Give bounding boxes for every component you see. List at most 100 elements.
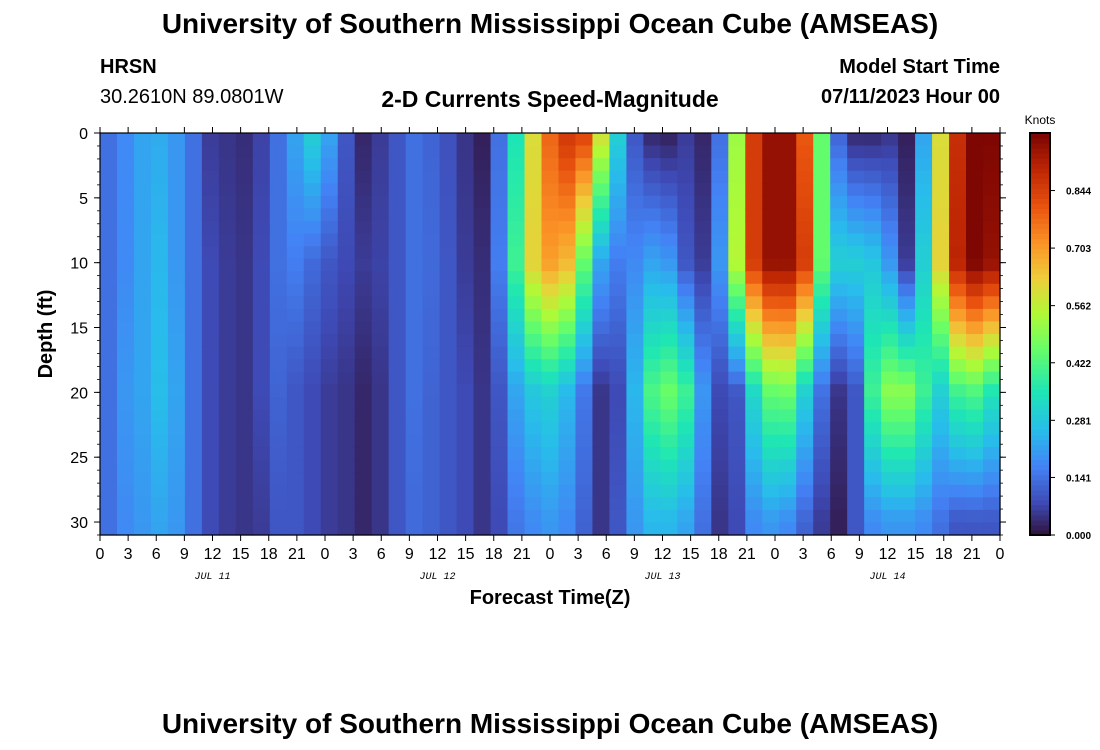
heatmap-cell <box>677 509 695 524</box>
heatmap-cell <box>388 308 407 323</box>
heatmap-cell <box>405 296 424 310</box>
colorbar-band <box>1030 374 1050 380</box>
heatmap-cell <box>558 472 577 486</box>
heatmap-cell <box>575 359 594 373</box>
heatmap-cell <box>337 384 356 398</box>
colorbar-band <box>1030 328 1050 335</box>
heatmap-cell <box>184 359 203 373</box>
heatmap-cell <box>269 233 288 247</box>
heatmap-cell <box>116 396 135 410</box>
heatmap-cell <box>303 459 322 473</box>
heatmap-cell <box>252 346 271 360</box>
heatmap-cell <box>439 472 458 486</box>
heatmap-cell <box>898 271 916 285</box>
heatmap-cell <box>150 208 169 222</box>
heatmap-cell <box>235 220 254 235</box>
heatmap-cell <box>745 522 763 536</box>
heatmap-cell <box>337 195 356 209</box>
heatmap-cell <box>609 296 628 310</box>
heatmap-cell <box>439 271 458 285</box>
x-tick-label: 21 <box>738 546 756 563</box>
heatmap-cell <box>524 183 543 197</box>
heatmap-cell <box>609 434 628 448</box>
heatmap-cell <box>694 421 712 436</box>
heatmap-cell <box>405 384 424 398</box>
heatmap-cell <box>320 396 339 410</box>
heatmap-cell <box>762 434 780 448</box>
heatmap-cell <box>252 371 271 385</box>
heatmap-cell <box>626 220 644 235</box>
heatmap-cell <box>184 158 203 172</box>
heatmap-cell <box>320 484 339 498</box>
heatmap-cell <box>456 133 475 147</box>
heatmap-cell <box>915 195 933 209</box>
heatmap-cell <box>966 170 984 184</box>
heatmap-cell <box>184 133 203 147</box>
heatmap-cell <box>167 509 186 524</box>
heatmap-cell <box>201 158 220 172</box>
heatmap-cell <box>354 308 373 323</box>
heatmap-cell <box>371 421 390 436</box>
heatmap-cell <box>116 233 135 247</box>
heatmap-cell <box>881 434 899 448</box>
heatmap-cell <box>456 220 475 235</box>
heatmap-cell <box>422 283 441 297</box>
heatmap-cell <box>830 258 848 272</box>
heatmap-cell <box>728 283 746 297</box>
heatmap-cell <box>286 509 305 524</box>
heatmap-cell <box>558 195 577 209</box>
heatmap-cell <box>745 321 763 335</box>
heatmap-cell <box>864 459 882 473</box>
colorbar-band <box>1030 479 1050 486</box>
colorbar-band <box>1030 494 1050 501</box>
heatmap-cell <box>354 220 373 235</box>
heatmap-cell <box>473 283 492 297</box>
heatmap-cell <box>609 421 628 436</box>
heatmap-cell <box>507 334 526 348</box>
heatmap-cell <box>864 334 882 348</box>
heatmap-cell <box>915 220 933 235</box>
colorbar-band <box>1030 344 1050 350</box>
heatmap-cell <box>371 258 390 272</box>
heatmap-cell <box>320 459 339 473</box>
heatmap-cell <box>847 233 865 247</box>
heatmap-cell <box>337 233 356 247</box>
heatmap-cell <box>864 484 882 498</box>
heatmap-cell <box>354 158 373 172</box>
heatmap-cell <box>949 220 967 235</box>
heatmap-cell <box>116 170 135 184</box>
heatmap-cell <box>116 346 135 360</box>
heatmap-cell <box>201 434 220 448</box>
heatmap-cell <box>167 133 186 147</box>
heatmap-cell <box>643 447 661 461</box>
heatmap-cell <box>796 321 814 335</box>
heatmap-cell <box>847 509 865 524</box>
heatmap-cell <box>286 158 305 172</box>
heatmap-cell <box>320 409 339 423</box>
heatmap-cell <box>116 246 135 260</box>
heatmap-cell <box>354 133 373 147</box>
heatmap-cell <box>592 459 611 473</box>
heatmap-cell <box>371 447 390 461</box>
heatmap-cell <box>320 371 339 385</box>
heatmap-cell <box>405 421 424 436</box>
heatmap-cell <box>626 321 644 335</box>
colorbar-band <box>1030 454 1050 461</box>
heatmap-cell <box>252 497 271 511</box>
heatmap-cell <box>184 271 203 285</box>
heatmap-cell <box>694 459 712 473</box>
colorbar-band <box>1030 238 1050 245</box>
heatmap-cell <box>830 421 848 436</box>
heatmap-cell <box>983 384 1001 398</box>
heatmap-cell <box>507 258 526 272</box>
heatmap-cell <box>473 359 492 373</box>
heatmap-cell <box>354 484 373 498</box>
heatmap-cell <box>269 133 288 147</box>
heatmap-cell <box>252 158 271 172</box>
heatmap-cell <box>303 145 322 159</box>
heatmap-cell <box>439 283 458 297</box>
heatmap-cell <box>507 321 526 335</box>
heatmap-cell <box>592 145 611 159</box>
heatmap-cell <box>983 421 1001 436</box>
heatmap-cell <box>745 195 763 209</box>
